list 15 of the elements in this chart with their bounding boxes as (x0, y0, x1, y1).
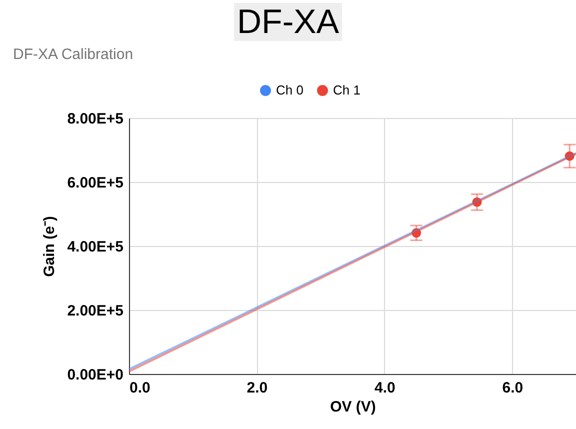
x-axis-title: OV (V) (330, 398, 376, 416)
y-tick-label: 2.00E+5 (67, 302, 124, 320)
x-tick-label: 6.0 (502, 380, 524, 396)
x-tick-label: 0.0 (130, 380, 150, 396)
x-tick-label: 4.0 (374, 380, 396, 396)
legend-label: Ch 1 (333, 82, 360, 98)
y-tick-label: 6.00E+5 (67, 174, 124, 192)
y-tick-label: 8.00E+5 (67, 110, 124, 128)
y-tick-label: 4.00E+5 (67, 238, 124, 256)
chart-title: DF-XA (234, 3, 342, 41)
y-tick-label: 0.00E+0 (67, 366, 124, 384)
y-axis-title: Gain (e⁻) (41, 216, 58, 277)
legend-label: Ch 0 (276, 82, 304, 98)
x-tick-label: 2.0 (246, 380, 268, 396)
chart-subtitle: DF-XA Calibration (13, 46, 134, 63)
